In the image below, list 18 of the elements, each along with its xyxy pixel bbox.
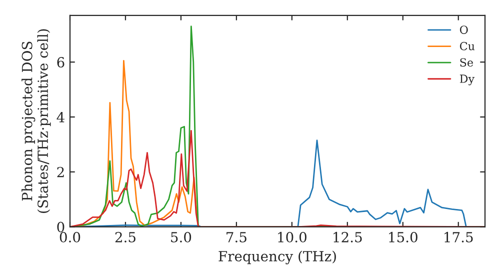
x-tick-label: 12.5: [334, 232, 362, 242]
y-tick-label: 6: [57, 57, 64, 68]
x-tick-label: 0.0: [60, 232, 80, 242]
y-tick-label: 0: [57, 222, 64, 232]
legend-label: Cu: [460, 42, 475, 50]
y-tick-label: 4: [56, 112, 64, 122]
x-tick-label: 2.5: [115, 232, 136, 242]
x-tick-label: 15.0: [389, 232, 418, 242]
y-axis-title: Phonon projected DOS (States/THz·primitive cell): [22, 29, 51, 213]
x-tick-label: 17.5: [444, 232, 473, 242]
x-tick-label: 10.0: [278, 232, 306, 242]
x-tick-label: 7.5: [226, 232, 246, 242]
legend-label: Se: [460, 58, 473, 67]
x-axis-title: Frequency (THz): [218, 250, 336, 264]
x-tick-label: 5.0: [171, 232, 192, 242]
legend-label: Dy: [460, 74, 474, 86]
legend-label: O: [460, 26, 468, 34]
y-tick-label: 2: [57, 166, 64, 178]
